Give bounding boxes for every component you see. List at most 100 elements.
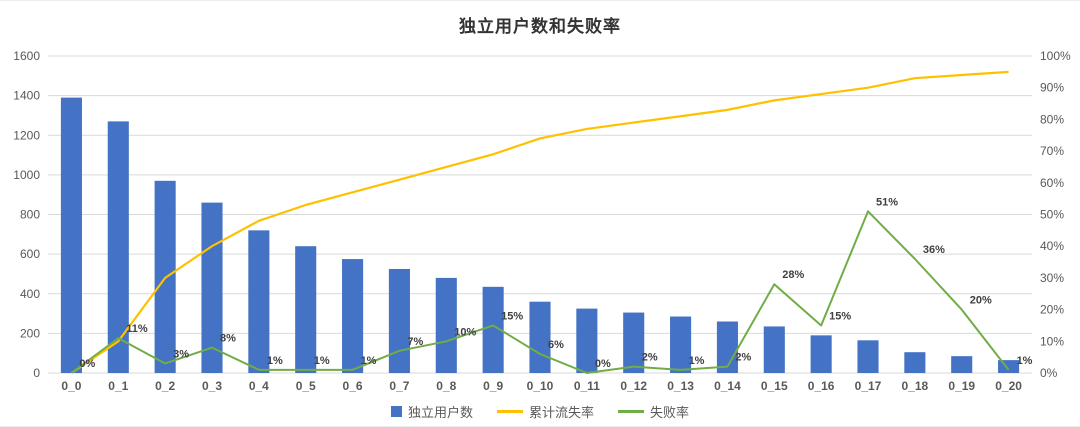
bar <box>951 356 973 373</box>
svg-text:50%: 50% <box>1040 208 1064 222</box>
svg-text:6%: 6% <box>548 339 564 351</box>
svg-text:0_4: 0_4 <box>249 379 269 393</box>
svg-text:1400: 1400 <box>13 89 40 103</box>
svg-text:0_3: 0_3 <box>202 379 222 393</box>
svg-text:36%: 36% <box>923 244 945 256</box>
bar <box>248 230 270 373</box>
cumulative-churn-line <box>70 70 1009 374</box>
bar <box>342 259 364 373</box>
bar <box>388 268 410 373</box>
bar <box>763 326 785 373</box>
legend-item-unique-users: 独立用户数 <box>390 402 473 421</box>
svg-text:0_6: 0_6 <box>343 379 363 393</box>
svg-text:400: 400 <box>20 287 40 301</box>
bar-series-swatch <box>390 406 402 417</box>
svg-text:15%: 15% <box>829 310 851 322</box>
bar <box>810 335 832 373</box>
svg-text:15%: 15% <box>501 310 523 322</box>
svg-text:0_2: 0_2 <box>155 379 175 393</box>
svg-text:70%: 70% <box>1040 144 1064 158</box>
svg-text:0_18: 0_18 <box>902 379 929 393</box>
svg-text:10%: 10% <box>454 326 476 338</box>
combo-chart-canvas: 0 200 400 600 800 1000 1200 1400 1600 0% 10% 20% 30%… <box>13 49 1071 393</box>
svg-text:0_9: 0_9 <box>483 379 503 393</box>
bar <box>435 277 457 373</box>
svg-text:200: 200 <box>20 326 40 340</box>
svg-text:60%: 60% <box>1040 176 1064 190</box>
svg-text:1%: 1% <box>361 355 377 367</box>
svg-text:0_11: 0_11 <box>574 379 600 393</box>
svg-text:51%: 51% <box>876 196 898 208</box>
svg-text:0_7: 0_7 <box>389 379 409 393</box>
svg-text:1%: 1% <box>267 355 283 367</box>
svg-text:7%: 7% <box>407 336 423 348</box>
svg-text:20%: 20% <box>1040 303 1064 317</box>
svg-text:0_15: 0_15 <box>761 379 788 393</box>
svg-text:8%: 8% <box>220 333 236 345</box>
svg-text:90%: 90% <box>1040 81 1064 95</box>
svg-text:0%: 0% <box>79 358 95 370</box>
bar <box>623 312 645 373</box>
data-labels: 0% 11% 3% 8% 1% 1% 1% 7% 10% 15% 6% 0% 2% 1% 2% 28% 15% 5… <box>79 196 1032 370</box>
chart-legend: 独立用户数 累计流失率 失败率 <box>0 402 1080 421</box>
svg-text:0_8: 0_8 <box>436 379 456 393</box>
svg-text:800: 800 <box>20 208 40 222</box>
svg-text:2%: 2% <box>642 352 658 364</box>
bar <box>716 321 738 373</box>
svg-text:100%: 100% <box>1040 49 1071 63</box>
cumulative-line-swatch <box>496 410 523 413</box>
bar <box>295 246 317 373</box>
svg-text:0_17: 0_17 <box>855 379 882 393</box>
right-axis-labels: 0% 10% 20% 30% 40% 50% 60% 70% 80% 90% 100% <box>1040 49 1071 380</box>
bar <box>857 340 879 373</box>
legend-label: 累计流失率 <box>528 405 594 420</box>
bar <box>904 352 926 373</box>
svg-text:20%: 20% <box>970 295 992 307</box>
legend-item-cumulative-churn: 累计流失率 <box>496 402 594 421</box>
svg-text:0_5: 0_5 <box>296 379 316 393</box>
bar <box>482 286 504 373</box>
bars-series <box>60 97 1020 373</box>
svg-text:0_12: 0_12 <box>620 379 647 393</box>
bar <box>107 121 129 373</box>
legend-label: 失败率 <box>650 405 690 420</box>
svg-text:3%: 3% <box>173 348 189 360</box>
legend-item-failure-rate: 失败率 <box>618 402 689 421</box>
failure-rate-line <box>70 210 1010 374</box>
bar <box>201 202 223 373</box>
legend-label: 独立用户数 <box>407 405 473 420</box>
svg-text:10%: 10% <box>1040 334 1064 348</box>
svg-text:0%: 0% <box>1040 366 1058 380</box>
left-axis-labels: 0 200 400 600 800 1000 1200 1400 1600 <box>13 49 40 380</box>
chart-title: 独立用户数和失败率 <box>459 17 621 36</box>
svg-text:2%: 2% <box>735 352 751 364</box>
svg-text:1%: 1% <box>314 355 330 367</box>
svg-text:1%: 1% <box>689 355 705 367</box>
svg-text:80%: 80% <box>1040 112 1064 126</box>
svg-text:0_1: 0_1 <box>108 379 128 393</box>
svg-text:0%: 0% <box>595 358 611 370</box>
svg-text:600: 600 <box>20 247 40 261</box>
svg-text:0_20: 0_20 <box>995 379 1022 393</box>
svg-text:0_16: 0_16 <box>808 379 835 393</box>
svg-text:30%: 30% <box>1040 271 1064 285</box>
svg-text:40%: 40% <box>1040 239 1064 253</box>
svg-text:0: 0 <box>33 366 40 380</box>
failure-line-swatch <box>618 410 644 413</box>
svg-text:28%: 28% <box>782 269 804 281</box>
svg-text:1000: 1000 <box>13 168 40 182</box>
svg-text:1%: 1% <box>1017 355 1033 367</box>
svg-text:0_0: 0_0 <box>61 379 81 393</box>
svg-text:0_10: 0_10 <box>527 379 554 393</box>
bar <box>529 301 551 373</box>
svg-text:0_14: 0_14 <box>714 379 741 393</box>
svg-text:1200: 1200 <box>13 128 40 142</box>
x-axis-labels: 0_0 0_1 0_2 0_3 0_4 0_5 0_6 0_7 0_8 0_9 0_10 0_11 0_… <box>61 379 1022 393</box>
bar <box>670 316 692 373</box>
svg-text:11%: 11% <box>126 323 148 335</box>
svg-text:0_19: 0_19 <box>948 379 975 393</box>
bar <box>576 308 598 373</box>
svg-text:1600: 1600 <box>13 49 40 63</box>
svg-text:0_13: 0_13 <box>667 379 694 393</box>
